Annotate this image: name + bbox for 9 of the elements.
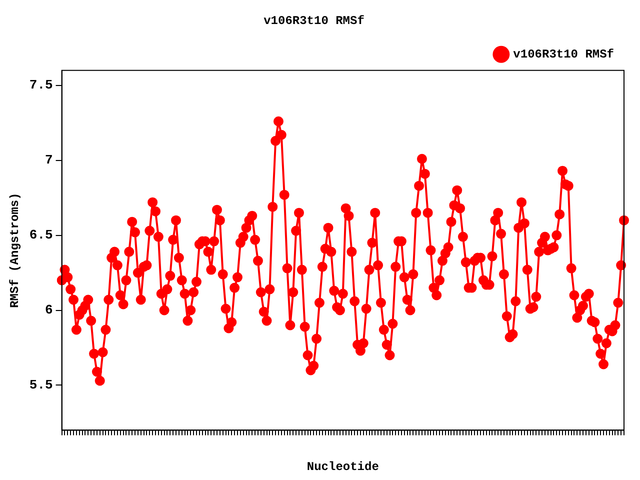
y-tick-label: 6 xyxy=(44,302,53,318)
y-tick-label: 7 xyxy=(44,152,53,168)
legend-label: v106R3t10 RMSf xyxy=(513,47,614,62)
y-tick-label: 6.5 xyxy=(29,228,53,243)
x-axis-title: Nucleotide xyxy=(306,460,379,474)
chart-title: v106R3t10 RMSf xyxy=(264,14,364,28)
y-tick-label: 5.5 xyxy=(29,378,53,393)
y-axis-title: RMSf (Angstroms) xyxy=(8,192,22,308)
y-tick-label: 7.5 xyxy=(29,78,53,93)
